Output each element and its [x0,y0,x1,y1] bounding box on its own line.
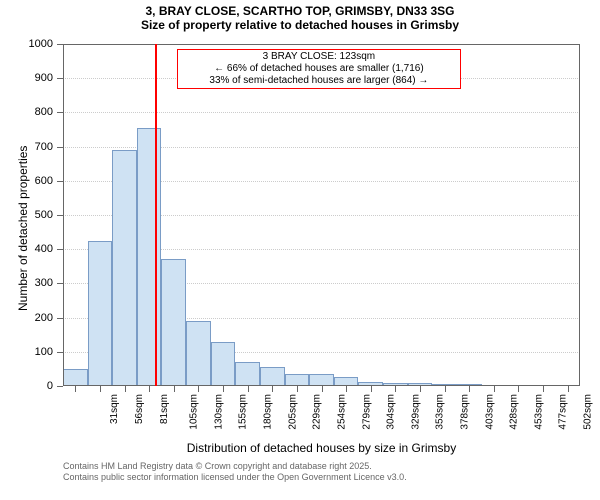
x-tick-mark [346,386,347,392]
annotation-box: 3 BRAY CLOSE: 123sqm ← 66% of detached h… [177,49,461,89]
x-tick-label: 403sqm [484,394,495,430]
x-tick-label: 304sqm [386,394,397,430]
x-tick-label: 56sqm [134,394,145,424]
x-tick-label: 31sqm [109,394,120,424]
chart-title-block: 3, BRAY CLOSE, SCARTHO TOP, GRIMSBY, DN3… [0,4,600,32]
x-tick-mark [469,386,470,392]
y-tick-mark [57,318,63,319]
y-tick-mark [57,44,63,45]
plot-border [63,44,580,386]
attribution: Contains HM Land Registry data © Crown c… [63,461,407,484]
attribution-line2: Contains public sector information licen… [63,472,407,483]
chart-title-line1: 3, BRAY CLOSE, SCARTHO TOP, GRIMSBY, DN3… [0,4,600,18]
x-tick-label: 229sqm [312,394,323,430]
x-axis-label: Distribution of detached houses by size … [63,441,580,455]
x-tick-mark [248,386,249,392]
y-tick-label: 800 [0,106,53,118]
x-tick-label: 130sqm [213,394,224,430]
x-tick-label: 477sqm [558,394,569,430]
x-tick-mark [223,386,224,392]
annotation-line1: 3 BRAY CLOSE: 123sqm [182,51,456,63]
x-tick-mark [395,386,396,392]
x-tick-mark [322,386,323,392]
x-tick-mark [420,386,421,392]
x-tick-mark [272,386,273,392]
x-tick-label: 105sqm [189,394,200,430]
x-tick-label: 254sqm [336,394,347,430]
x-tick-mark [371,386,372,392]
annotation-line2: ← 66% of detached houses are smaller (1,… [182,63,456,75]
x-tick-label: 205sqm [287,394,298,430]
y-tick-mark [57,181,63,182]
x-tick-label: 378sqm [460,394,471,430]
y-axis-label: Number of detached properties [16,145,30,310]
y-tick-mark [57,215,63,216]
y-tick-label: 1000 [0,38,53,50]
x-tick-mark [297,386,298,392]
x-tick-label: 428sqm [509,394,520,430]
y-tick-label: 0 [0,380,53,392]
y-tick-label: 900 [0,72,53,84]
x-tick-mark [494,386,495,392]
annotation-line3: 33% of semi-detached houses are larger (… [182,75,456,87]
marker-vertical-line [155,44,157,386]
x-tick-mark [100,386,101,392]
x-tick-mark [198,386,199,392]
x-tick-label: 279sqm [361,394,372,430]
y-tick-mark [57,78,63,79]
y-tick-mark [57,283,63,284]
y-tick-mark [57,249,63,250]
x-tick-label: 353sqm [435,394,446,430]
x-tick-mark [174,386,175,392]
x-tick-mark [149,386,150,392]
x-tick-label: 81sqm [159,394,170,424]
chart-title-line2: Size of property relative to detached ho… [0,18,600,32]
x-tick-label: 502sqm [583,394,594,430]
attribution-line1: Contains HM Land Registry data © Crown c… [63,461,407,472]
y-tick-label: 100 [0,346,53,358]
y-tick-mark [57,386,63,387]
x-tick-mark [543,386,544,392]
x-tick-mark [445,386,446,392]
x-tick-mark [518,386,519,392]
x-tick-mark [75,386,76,392]
plot-area: 3 BRAY CLOSE: 123sqm ← 66% of detached h… [63,44,580,386]
x-tick-label: 453sqm [533,394,544,430]
y-tick-mark [57,147,63,148]
x-tick-label: 329sqm [410,394,421,430]
y-tick-mark [57,112,63,113]
y-tick-label: 200 [0,312,53,324]
x-tick-label: 180sqm [263,394,274,430]
x-tick-mark [568,386,569,392]
x-tick-label: 155sqm [238,394,249,430]
y-tick-mark [57,352,63,353]
chart-container: { "title": { "line1": "3, BRAY CLOSE, SC… [0,0,600,500]
x-tick-mark [125,386,126,392]
